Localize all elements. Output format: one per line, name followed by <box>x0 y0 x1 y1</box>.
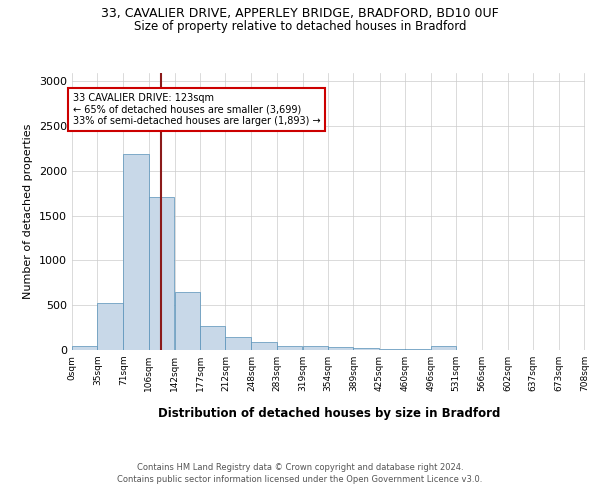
Text: 33, CAVALIER DRIVE, APPERLEY BRIDGE, BRADFORD, BD10 0UF: 33, CAVALIER DRIVE, APPERLEY BRIDGE, BRA… <box>101 8 499 20</box>
Bar <box>380 348 405 350</box>
Text: Contains public sector information licensed under the Open Government Licence v3: Contains public sector information licen… <box>118 475 482 484</box>
Bar <box>353 348 379 350</box>
Bar <box>72 346 97 350</box>
Bar <box>328 348 353 350</box>
Bar <box>251 342 277 350</box>
Text: Size of property relative to detached houses in Bradford: Size of property relative to detached ho… <box>134 20 466 33</box>
Bar <box>200 326 226 350</box>
Bar <box>226 338 251 350</box>
Bar <box>97 303 122 350</box>
Text: Contains HM Land Registry data © Crown copyright and database right 2024.: Contains HM Land Registry data © Crown c… <box>137 462 463 471</box>
Bar <box>149 197 174 350</box>
Bar <box>124 154 149 350</box>
Text: 33 CAVALIER DRIVE: 123sqm
← 65% of detached houses are smaller (3,699)
33% of se: 33 CAVALIER DRIVE: 123sqm ← 65% of detac… <box>73 93 320 126</box>
Bar <box>431 346 456 350</box>
Y-axis label: Number of detached properties: Number of detached properties <box>23 124 34 299</box>
Bar <box>303 346 328 350</box>
Bar <box>405 349 430 350</box>
Bar <box>175 292 200 350</box>
Text: Distribution of detached houses by size in Bradford: Distribution of detached houses by size … <box>158 408 500 420</box>
Bar <box>277 346 302 350</box>
